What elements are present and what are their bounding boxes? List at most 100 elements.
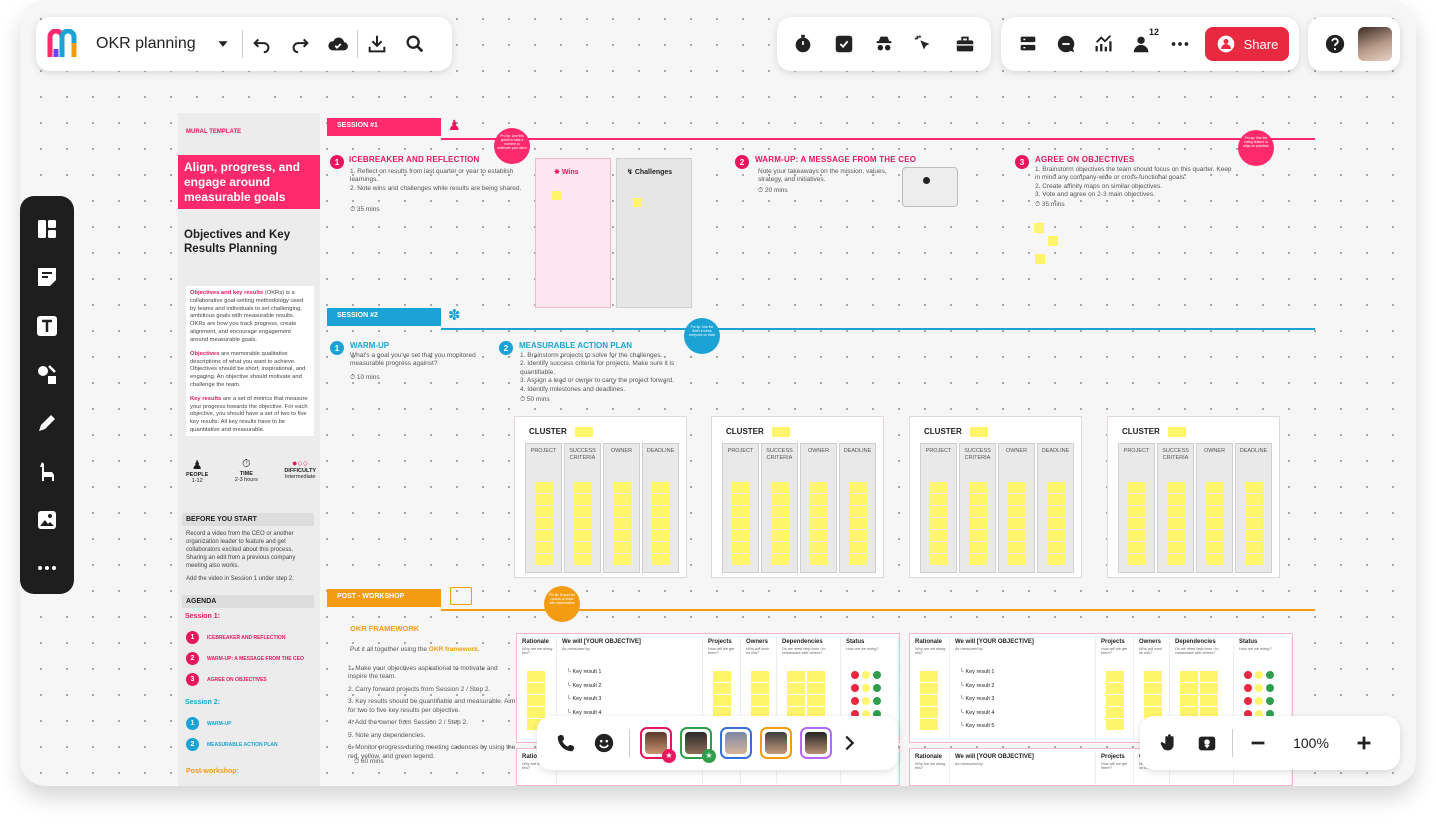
wins-board[interactable] [535, 158, 611, 308]
sticky-note[interactable] [1128, 554, 1146, 565]
sticky-note[interactable] [1128, 542, 1146, 553]
members-icon[interactable]: 12 [1123, 25, 1161, 63]
sticky-note[interactable] [810, 482, 828, 493]
sticky-note[interactable] [1047, 554, 1065, 565]
status-dot[interactable] [1266, 710, 1274, 718]
sticky-note[interactable] [1206, 554, 1224, 565]
voting-icon[interactable] [825, 25, 863, 63]
chevron-right-icon[interactable] [836, 724, 862, 762]
sticky-note[interactable] [787, 695, 805, 706]
sticky-note[interactable] [810, 518, 828, 529]
pen-icon[interactable] [27, 400, 67, 446]
sticky-note[interactable] [771, 494, 789, 505]
sticky-note[interactable] [930, 518, 948, 529]
sticky-note[interactable] [969, 482, 987, 493]
cluster-board[interactable]: CLUSTER PROJECT SUCCESS CRITERIA OWNER DEADL… [909, 416, 1082, 578]
phone-icon[interactable] [547, 724, 585, 762]
sticky-note[interactable] [535, 482, 553, 493]
share-button[interactable]: Share [1205, 27, 1289, 61]
sticky-note[interactable] [969, 554, 987, 565]
sticky-note[interactable] [1128, 494, 1146, 505]
sticky-note[interactable] [1180, 671, 1198, 682]
sticky-note[interactable] [713, 707, 731, 718]
sticky-note[interactable] [849, 494, 867, 505]
sticky-note[interactable] [613, 482, 631, 493]
status-dot[interactable] [851, 710, 859, 718]
help-icon[interactable] [1316, 25, 1354, 63]
sticky-note[interactable] [535, 530, 553, 541]
sticky-note[interactable] [807, 671, 825, 682]
participant-avatar[interactable]: ★ [640, 727, 676, 763]
sticky-note[interactable] [1106, 671, 1124, 682]
sticky-note[interactable] [527, 671, 545, 682]
sticky-note[interactable] [732, 482, 750, 493]
cluster-board[interactable]: CLUSTER PROJECT SUCCESS CRITERIA OWNER DEADL… [514, 416, 687, 578]
sticky-note[interactable] [751, 707, 769, 718]
sticky-note[interactable] [1167, 482, 1185, 493]
sticky-note[interactable] [1167, 494, 1185, 505]
board-title[interactable]: OKR planning [96, 35, 196, 52]
sticky-note[interactable] [574, 494, 592, 505]
sticky-note[interactable] [1035, 254, 1045, 264]
sticky-note[interactable] [652, 542, 670, 553]
more-options-icon[interactable] [1161, 25, 1199, 63]
redo-icon[interactable] [281, 25, 319, 63]
sticky-note[interactable] [613, 554, 631, 565]
download-icon[interactable] [358, 25, 396, 63]
sticky-note[interactable] [969, 506, 987, 517]
sticky-note[interactable] [1245, 554, 1263, 565]
status-dot[interactable] [1255, 671, 1263, 679]
sticky-note[interactable] [1106, 695, 1124, 706]
participant-avatar[interactable]: ★ [680, 727, 716, 763]
sticky-note[interactable] [1047, 542, 1065, 553]
timer-icon[interactable] [784, 25, 822, 63]
sticky-note[interactable] [810, 494, 828, 505]
sticky-note[interactable] [1034, 223, 1044, 233]
sticky-note[interactable] [771, 506, 789, 517]
sticky-note[interactable] [1245, 506, 1263, 517]
sticky-note[interactable] [613, 494, 631, 505]
sticky-note[interactable] [810, 506, 828, 517]
sticky-note[interactable] [1200, 707, 1218, 718]
sticky-note[interactable] [1245, 542, 1263, 553]
sticky-note[interactable] [1206, 518, 1224, 529]
sticky-note[interactable] [969, 530, 987, 541]
sticky-note[interactable] [1128, 518, 1146, 529]
status-dot[interactable] [1266, 684, 1274, 692]
sticky-note[interactable] [1048, 236, 1058, 246]
status-dot[interactable] [873, 684, 881, 692]
status-dot[interactable] [1244, 671, 1252, 679]
sticky-note[interactable] [751, 683, 769, 694]
sticky-note[interactable] [1167, 530, 1185, 541]
sticky-note[interactable] [1008, 530, 1026, 541]
sticky-note[interactable] [535, 506, 553, 517]
templates-icon[interactable] [27, 206, 67, 252]
sticky-note[interactable] [574, 518, 592, 529]
sticky-note[interactable] [574, 482, 592, 493]
sticky-note[interactable] [574, 554, 592, 565]
sticky-note-icon[interactable] [27, 255, 67, 301]
sticky-note[interactable] [1047, 518, 1065, 529]
status-dot[interactable] [851, 684, 859, 692]
sticky-note[interactable] [1180, 683, 1198, 694]
sticky-note[interactable] [613, 542, 631, 553]
more-tools-icon[interactable] [27, 546, 67, 592]
sticky-note[interactable] [1128, 482, 1146, 493]
sticky-note[interactable] [1144, 671, 1162, 682]
sticky-note[interactable] [920, 695, 938, 706]
sticky-note[interactable] [1144, 683, 1162, 694]
sticky-note[interactable] [849, 482, 867, 493]
sticky-note[interactable] [535, 554, 553, 565]
sticky-note[interactable] [807, 707, 825, 718]
zoom-in-icon[interactable] [1345, 724, 1383, 762]
agenda-item[interactable]: 1 ICEBREAKER AND REFLECTION [186, 627, 304, 648]
sticky-note[interactable] [1167, 542, 1185, 553]
sticky-note[interactable] [652, 506, 670, 517]
sticky-note[interactable] [1128, 530, 1146, 541]
sticky-note[interactable] [1106, 707, 1124, 718]
sticky-note[interactable] [930, 542, 948, 553]
sticky-note[interactable] [633, 198, 642, 207]
sticky-note[interactable] [1047, 482, 1065, 493]
sticky-note[interactable] [969, 518, 987, 529]
zoom-out-icon[interactable] [1239, 724, 1277, 762]
